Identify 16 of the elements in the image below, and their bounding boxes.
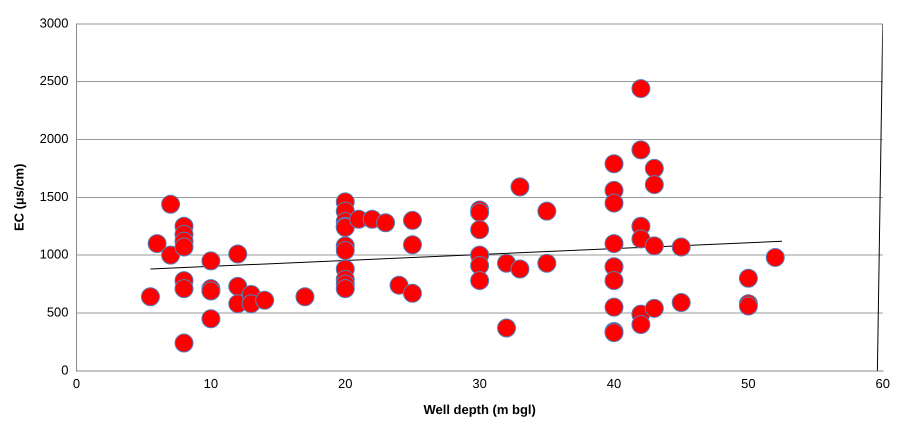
x-tick-label: 50 [741, 376, 756, 392]
y-tick-label: 1000 [40, 246, 69, 262]
x-tick-label: 30 [472, 376, 487, 392]
y-tick-label: 2000 [40, 131, 69, 146]
x-tick-label: 10 [204, 376, 218, 392]
y-tick-label: 500 [46, 304, 69, 320]
y-axis-title: EC (µs/cm) [11, 164, 26, 232]
x-tick-label: 40 [606, 376, 622, 392]
x-tick-label: 20 [338, 376, 353, 392]
x-tick-label: 0 [72, 376, 80, 392]
y-tick-label: 1500 [40, 188, 69, 204]
x-axis-title: Well depth (m bgl) [423, 402, 536, 417]
x-tick-label: 60 [876, 376, 890, 392]
y-tick-label: 0 [61, 362, 69, 378]
y-tick-label: 3000 [40, 15, 69, 30]
y-tick-label: 2500 [40, 73, 69, 88]
